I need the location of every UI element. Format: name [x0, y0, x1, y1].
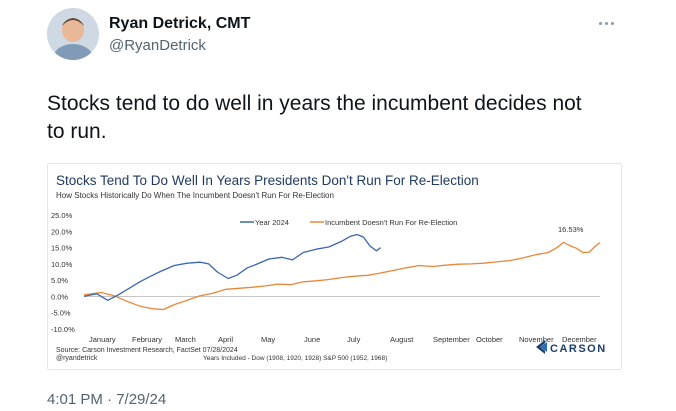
- end-value-annotation: 16.53%: [558, 225, 584, 234]
- tweet-timestamp[interactable]: 4:01 PM · 7/29/24: [47, 391, 167, 408]
- author-name[interactable]: Ryan Detrick, CMT: [109, 15, 251, 32]
- chart-subtitle: How Stocks Historically Do When The Incu…: [56, 191, 334, 200]
- x-tick-label: September: [433, 335, 470, 344]
- legend-label-2024: Year 2024: [255, 218, 289, 227]
- y-tick-label: 5.0%: [51, 276, 68, 285]
- x-tick-label: June: [304, 335, 320, 344]
- chart-title: Stocks Tend To Do Well In Years Presiden…: [56, 173, 479, 188]
- chart-svg: Stocks Tend To Do Well In Years Presiden…: [51, 173, 607, 362]
- y-tick-label: 25.0%: [51, 211, 73, 220]
- author-handle[interactable]: @RyanDetrick: [109, 37, 206, 54]
- x-tick-label: March: [175, 335, 196, 344]
- chart-footnote: Years Included - Dow (1908, 1920, 1928) …: [203, 355, 387, 362]
- x-tick-label: December: [562, 335, 597, 344]
- author-avatar[interactable]: [47, 8, 99, 60]
- x-tick-label: November: [519, 335, 554, 344]
- more-dots-icon[interactable]: [596, 17, 616, 31]
- chart-credit: @ryandetrick: [56, 355, 98, 362]
- series-line-incumbent: [83, 241, 601, 311]
- y-tick-label: 15.0%: [51, 244, 73, 253]
- chart-image[interactable]: Stocks Tend To Do Well In Years Presiden…: [47, 163, 622, 370]
- x-tick-label: October: [476, 335, 503, 344]
- series-line-2024: [83, 233, 382, 301]
- y-tick-label: 0.0%: [51, 292, 68, 301]
- x-tick-label: May: [261, 335, 275, 344]
- y-tick-label: -10.0%: [51, 325, 75, 334]
- chart-source: Source: Carson Investment Research, Fact…: [56, 347, 238, 354]
- x-tick-label: January: [89, 335, 116, 344]
- y-tick-label: -5.0%: [51, 309, 71, 318]
- tweet-text: Stocks tend to do well in years the incu…: [47, 90, 647, 146]
- tweet-text-line-2: to run.: [47, 120, 107, 143]
- carson-logo-icon: [536, 340, 547, 354]
- y-tick-label: 20.0%: [51, 227, 73, 236]
- x-tick-label: April: [218, 335, 233, 344]
- x-tick-label: July: [347, 335, 361, 344]
- legend-label-incumbent: Incumbent Doesn't Run For Re-Election: [325, 218, 457, 227]
- carson-brand-text: CARSON: [550, 343, 607, 355]
- tweet-text-line-1: Stocks tend to do well in years the incu…: [47, 92, 582, 115]
- x-tick-label: August: [390, 335, 414, 344]
- y-tick-label: 10.0%: [51, 260, 73, 269]
- x-tick-label: February: [132, 335, 162, 344]
